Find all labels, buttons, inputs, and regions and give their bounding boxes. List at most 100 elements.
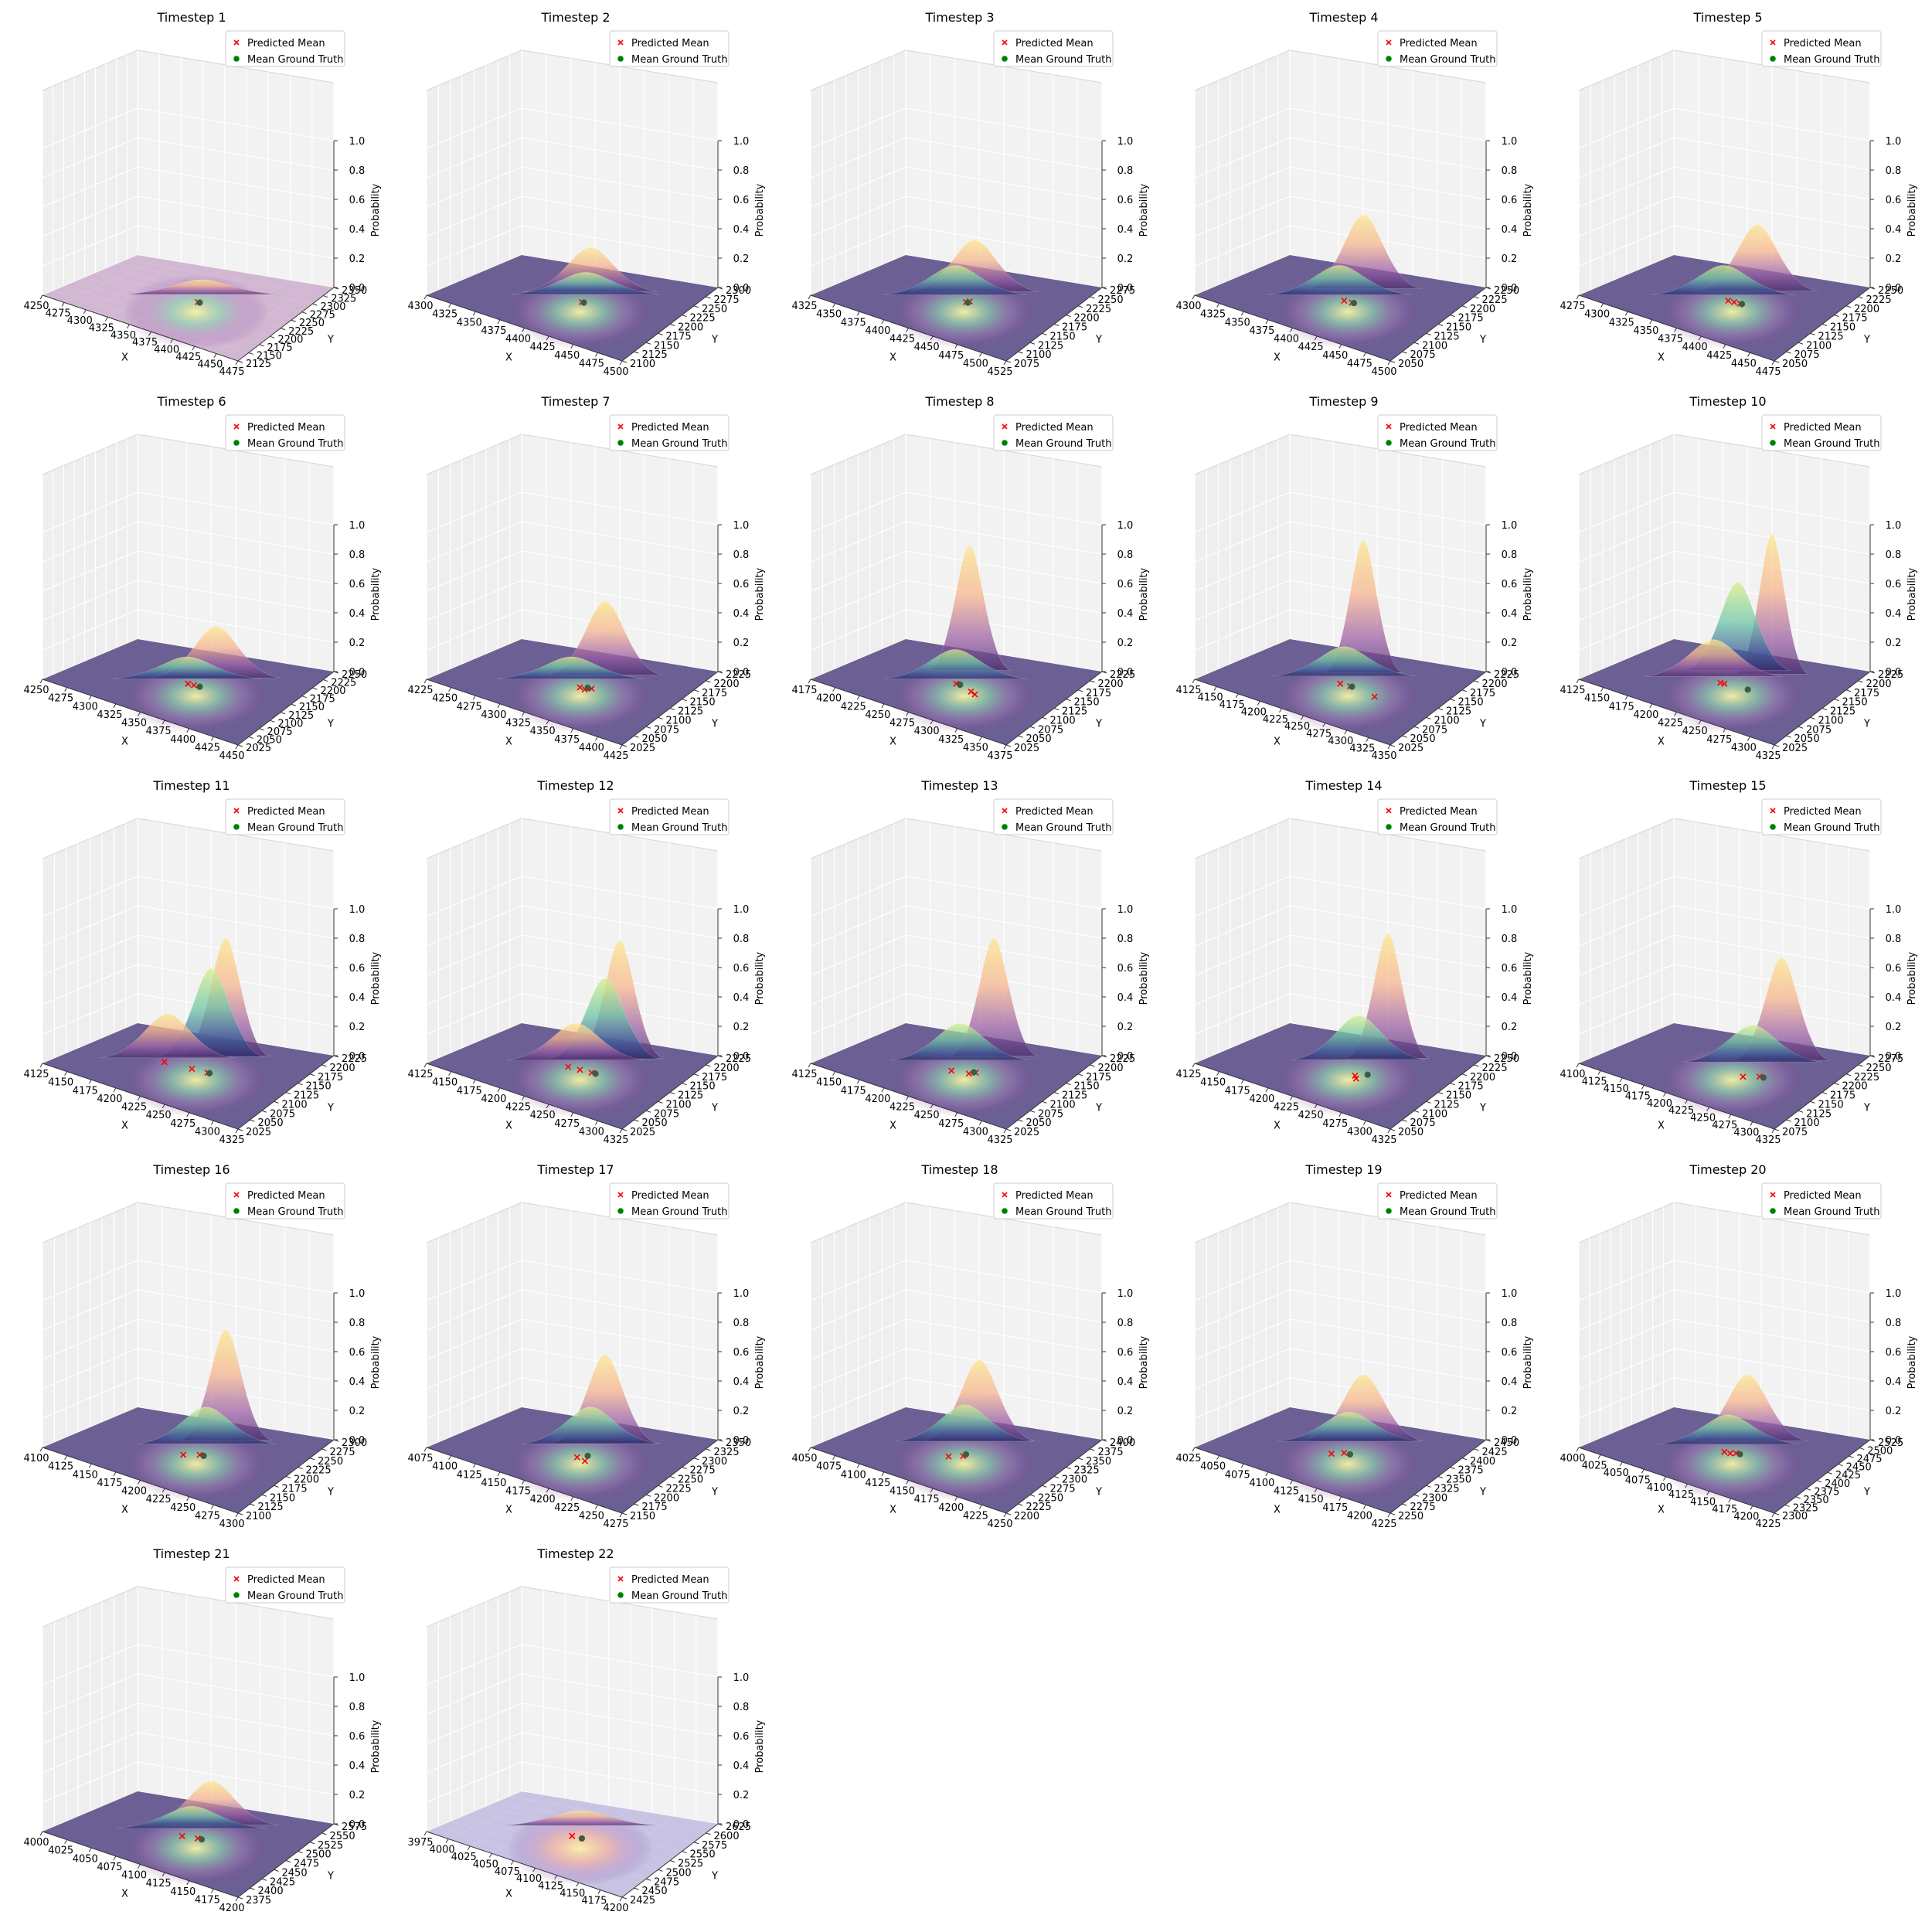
z-tick-label: 0.4 <box>1117 992 1134 1004</box>
legend-box <box>993 414 1114 451</box>
z-tick-label: 1.0 <box>1502 904 1518 916</box>
y-tick-label: 2175 <box>702 688 727 699</box>
y-tick-label: 2175 <box>1458 313 1484 325</box>
x-tick-label: 4400 <box>865 325 890 337</box>
legend-label-predicted: Predicted Mean <box>247 806 325 818</box>
density-glow <box>890 1043 1038 1117</box>
y-tick-label: 2150 <box>630 1511 655 1522</box>
y-tick-label: 2275 <box>330 1447 355 1458</box>
z-tick-label: 0.4 <box>733 224 750 236</box>
x-tick-label: 4225 <box>1274 1102 1299 1114</box>
density-peak <box>504 1810 658 1826</box>
x-tick-label: 4050 <box>1200 1461 1226 1473</box>
legend-label-predicted: Predicted Mean <box>1015 806 1094 818</box>
z-tick-label: 0.2 <box>1886 1022 1902 1033</box>
z-tick-label: 0.6 <box>733 195 750 206</box>
z-tick-label: 0.0 <box>733 667 750 679</box>
y-tick-label: 2150 <box>1074 1081 1100 1093</box>
y-axis-line <box>237 287 335 362</box>
z-tick-label: 0.0 <box>349 283 366 294</box>
z-tick-label: 0.0 <box>1886 1051 1902 1063</box>
legend-label-ground-truth: Mean Ground Truth <box>247 54 343 66</box>
z-tick-label: 0.8 <box>733 549 750 561</box>
ground-truth-marker <box>196 299 203 306</box>
legend-box <box>609 414 730 451</box>
x-tick-label: 4200 <box>530 1494 556 1505</box>
z-tick-label: 0.6 <box>733 1731 750 1743</box>
y-tick-label: 2100 <box>1818 715 1844 726</box>
x-tick-label: 4525 <box>987 366 1012 378</box>
legend-marker-ground-truth <box>233 56 240 62</box>
y-axis-label: Y <box>1863 1487 1870 1498</box>
z-tick-label: 0.4 <box>1117 224 1134 236</box>
x-tick-label: 4275 <box>1560 301 1585 312</box>
legend-label-predicted: Predicted Mean <box>631 806 709 818</box>
back-pane-right <box>521 1586 719 1825</box>
y-tick-label: 2350 <box>342 285 367 297</box>
x-tick-label: 4475 <box>579 358 604 369</box>
y-tick-label: 2300 <box>702 1456 727 1468</box>
x-tick-label: 4200 <box>1249 1094 1274 1105</box>
y-tick-label: 2575 <box>342 1821 367 1833</box>
legend: Predicted Mean Mean Ground Truth <box>1377 414 1498 451</box>
legend-marker-ground-truth <box>1770 824 1776 830</box>
z-axis-label: Probability <box>1906 567 1918 621</box>
y-tick-label: 2125 <box>258 1502 284 1513</box>
y-tick-label: 2250 <box>1494 1053 1519 1065</box>
y-tick-label: 2075 <box>1014 359 1039 370</box>
y-axis-line <box>1774 1439 1871 1514</box>
z-tick-label: 0.4 <box>1886 992 1902 1004</box>
ground-truth-marker <box>584 684 591 691</box>
legend-label-ground-truth: Mean Ground Truth <box>1015 438 1111 450</box>
subplot-title: Timestep 11 <box>152 778 230 793</box>
ground-truth-marker <box>196 683 203 690</box>
y-tick-label: 2450 <box>1846 1462 1872 1474</box>
legend-marker-predicted <box>1002 808 1008 814</box>
density-peak <box>124 279 278 295</box>
y-tick-label: 2275 <box>1110 285 1135 297</box>
x-tick-label: 4050 <box>1604 1468 1629 1479</box>
x-tick-label: 4175 <box>1219 699 1245 711</box>
x-tick-label: 4175 <box>1225 1085 1250 1097</box>
z-tick-label: 0.0 <box>1502 1051 1518 1063</box>
legend-label-ground-truth: Mean Ground Truth <box>1784 54 1879 66</box>
density-peak <box>546 601 663 675</box>
z-axis-label: Probability <box>754 567 766 621</box>
x-tick-label: 4125 <box>1175 685 1201 696</box>
z-tick-label: 0.0 <box>733 1051 750 1063</box>
y-tick-label: 2375 <box>1098 1447 1124 1458</box>
y-tick-label: 2075 <box>1782 1127 1808 1138</box>
z-axis-label: Probability <box>1138 567 1150 621</box>
legend-box <box>1377 30 1498 67</box>
legend-label-predicted: Predicted Mean <box>1400 1190 1478 1202</box>
predicted-mean-marker <box>1740 1073 1747 1080</box>
x-tick-label: 4275 <box>48 693 73 705</box>
z-tick-label: 0.8 <box>1117 165 1134 177</box>
y-tick-label: 2200 <box>1866 679 1892 690</box>
legend-label-ground-truth: Mean Ground Truth <box>1400 1206 1495 1218</box>
x-axis-line <box>426 1831 623 1898</box>
y-tick-label: 2050 <box>642 1117 668 1129</box>
x-tick-label: 4450 <box>554 350 580 362</box>
legend-marker-predicted <box>233 808 240 814</box>
x-tick-label: 4200 <box>97 1094 122 1105</box>
x-tick-label: 4300 <box>67 315 93 327</box>
y-tick-label: 2150 <box>1842 697 1868 709</box>
y-tick-label: 2125 <box>1446 706 1471 718</box>
ground-truth-marker <box>1346 1451 1354 1458</box>
x-axis-label: X <box>889 1505 896 1516</box>
legend-box <box>1377 1182 1498 1219</box>
legend: Predicted Mean Mean Ground Truth <box>993 1182 1114 1219</box>
x-tick-label: 4175 <box>505 1486 531 1498</box>
x-tick-label: 4325 <box>603 1134 628 1146</box>
y-tick-label: 2025 <box>1782 743 1808 754</box>
y-tick-label: 2050 <box>1782 359 1808 370</box>
y-tick-label: 2225 <box>726 669 751 681</box>
legend-box <box>1761 1182 1882 1219</box>
legend-marker-ground-truth <box>233 440 240 446</box>
y-tick-label: 2500 <box>1867 1446 1893 1458</box>
y-tick-label: 2125 <box>1806 1108 1832 1120</box>
y-tick-label: 2425 <box>270 1876 295 1888</box>
z-tick-label: 0.6 <box>1117 579 1134 590</box>
z-tick-label: 1.0 <box>1117 1288 1134 1300</box>
